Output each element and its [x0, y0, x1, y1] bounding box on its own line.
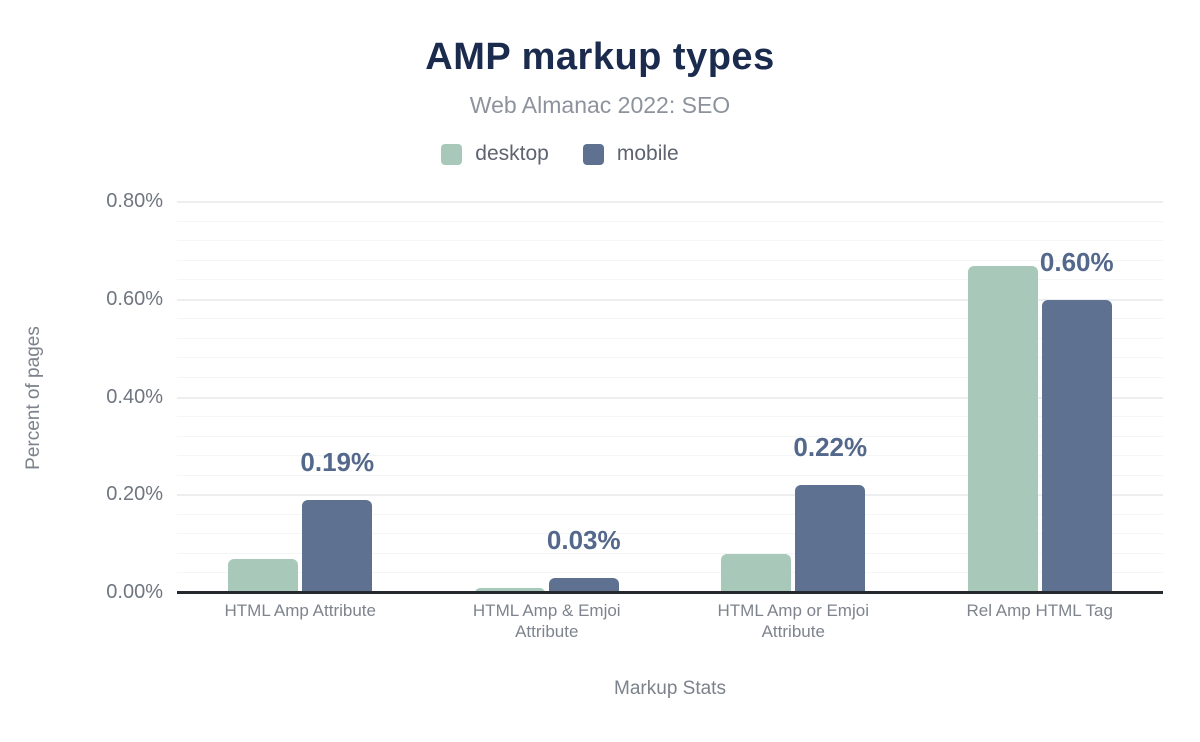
- gridline-major: [177, 298, 1163, 301]
- gridline-minor: [177, 318, 1163, 320]
- bar-group: [670, 202, 917, 593]
- bar-mobile[interactable]: [548, 578, 619, 593]
- gridline-major: [177, 201, 1163, 203]
- gridline-minor: [177, 416, 1163, 418]
- x-tick-label: Rel Amp HTML Tag: [917, 600, 1164, 621]
- x-axis-title: Markup Stats: [614, 678, 726, 699]
- gridline-minor: [177, 513, 1163, 515]
- bar-value-label: 0.19%: [300, 447, 375, 478]
- y-tick-label: 0.80%: [106, 190, 163, 212]
- chart-subtitle: Web Almanac 2022: SEO: [469, 92, 731, 118]
- bar-group: [917, 202, 1164, 593]
- gridline-minor: [177, 259, 1163, 261]
- gridline-minor: [177, 474, 1163, 476]
- gridline-minor: [177, 240, 1163, 242]
- x-tick-label-text: HTML Amp & Emjoi Attribute: [472, 601, 621, 642]
- y-tick-label: 0.00%: [106, 581, 163, 603]
- gridline-major: [177, 494, 1163, 497]
- legend: desktop mobile: [0, 142, 1120, 166]
- legend-item-mobile: mobile: [582, 142, 679, 166]
- gridline-minor: [177, 533, 1163, 535]
- bar-desktop[interactable]: [967, 265, 1038, 593]
- y-tick-label: 0.20%: [106, 483, 163, 506]
- bar-value-label: 0.60%: [1039, 246, 1114, 277]
- gridline-minor: [177, 435, 1163, 437]
- x-tick-label-text: HTML Amp Attribute: [224, 601, 376, 620]
- gridline-minor: [177, 376, 1163, 378]
- gridline-minor: [177, 279, 1163, 281]
- y-tick-label: 0.40%: [106, 385, 163, 408]
- x-tick-label: HTML Amp or Emjoi Attribute: [670, 600, 917, 643]
- bar-group: [177, 202, 424, 593]
- chart-title: AMP markup types: [425, 36, 775, 78]
- gridline-minor: [177, 455, 1163, 457]
- bar-desktop[interactable]: [474, 588, 545, 593]
- legend-swatch-mobile: [582, 143, 604, 165]
- gridline-minor: [177, 357, 1163, 359]
- gridline-minor: [177, 572, 1163, 574]
- y-tick-label: 0.60%: [106, 287, 163, 310]
- plot-area: 0.19% 0.03% 0.22% 0.60%: [177, 201, 1164, 594]
- bar-mobile[interactable]: [1041, 299, 1112, 593]
- bar-desktop[interactable]: [721, 553, 792, 593]
- x-axis-line: [177, 591, 1163, 594]
- bar-desktop[interactable]: [228, 558, 299, 593]
- bar-value-label: 0.22%: [793, 432, 868, 463]
- bar-value-label: 0.03%: [546, 525, 621, 556]
- bar-mobile[interactable]: [302, 500, 373, 593]
- x-tick-label: HTML Amp & Emjoi Attribute: [424, 600, 671, 643]
- x-tick-label-text: HTML Amp or Emjoi Attribute: [717, 601, 869, 642]
- bar-mobile[interactable]: [795, 485, 866, 593]
- legend-label: mobile: [616, 142, 679, 165]
- gridline-minor: [177, 552, 1163, 554]
- x-tick-label: HTML Amp Attribute: [177, 600, 424, 621]
- legend-item-desktop: desktop: [441, 142, 549, 166]
- legend-swatch-desktop: [441, 143, 463, 165]
- gridline-minor: [177, 337, 1163, 339]
- bar-group: [424, 202, 671, 593]
- gridline-major: [177, 396, 1163, 399]
- legend-label: desktop: [475, 142, 549, 165]
- x-tick-label-text: Rel Amp HTML Tag: [966, 601, 1113, 620]
- gridline-minor: [177, 220, 1163, 222]
